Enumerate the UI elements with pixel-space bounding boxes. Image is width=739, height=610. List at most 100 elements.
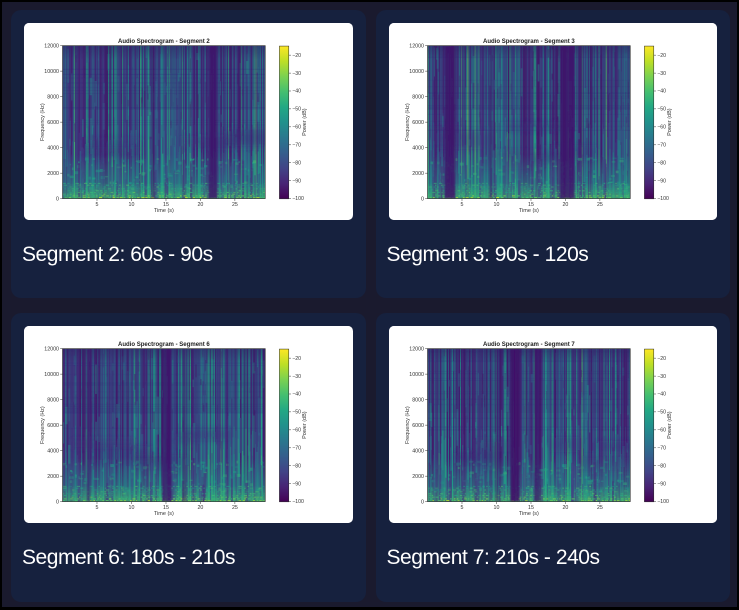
svg-text:5: 5 [460,505,463,511]
svg-text:−100: −100 [657,499,669,505]
svg-text:10000: 10000 [44,68,59,74]
svg-text:−70: −70 [292,445,301,451]
svg-text:−40: −40 [292,88,301,94]
svg-text:15: 15 [528,505,534,511]
svg-text:10000: 10000 [44,372,59,378]
svg-text:−100: −100 [292,196,304,202]
svg-text:25: 25 [596,505,602,511]
svg-text:4000: 4000 [47,145,59,151]
svg-text:−40: −40 [657,88,666,94]
svg-text:Power (dB): Power (dB) [302,108,308,136]
svg-text:6000: 6000 [47,423,59,429]
svg-text:12000: 12000 [409,43,424,49]
svg-text:20: 20 [562,505,568,511]
svg-text:8000: 8000 [47,397,59,403]
svg-text:Frequency (Hz): Frequency (Hz) [40,103,46,141]
svg-text:−70: −70 [292,142,301,148]
svg-text:Audio Spectrogram - Segment 2: Audio Spectrogram - Segment 2 [118,39,210,45]
svg-text:Frequency (Hz): Frequency (Hz) [404,406,410,444]
svg-text:−30: −30 [657,70,666,76]
svg-text:8000: 8000 [412,397,424,403]
svg-text:−50: −50 [292,410,301,416]
svg-text:0: 0 [421,196,424,202]
svg-text:15: 15 [163,201,169,207]
svg-text:−80: −80 [292,160,301,166]
svg-text:Frequency (Hz): Frequency (Hz) [404,103,410,141]
svg-text:4000: 4000 [412,145,424,151]
svg-text:−30: −30 [657,374,666,380]
svg-text:25: 25 [232,201,238,207]
svg-text:12000: 12000 [44,43,59,49]
svg-text:20: 20 [562,201,568,207]
svg-text:12000: 12000 [44,346,59,352]
svg-text:10000: 10000 [409,372,424,378]
svg-text:10: 10 [493,201,499,207]
svg-text:−40: −40 [292,392,301,398]
svg-text:6000: 6000 [47,119,59,125]
svg-text:Time (s): Time (s) [154,511,174,517]
svg-text:Audio Spectrogram - Segment 6: Audio Spectrogram - Segment 6 [118,342,210,348]
svg-text:10: 10 [129,505,135,511]
svg-text:25: 25 [232,505,238,511]
svg-text:−50: −50 [657,106,666,112]
svg-text:Time (s): Time (s) [518,207,538,213]
svg-text:0: 0 [56,196,59,202]
svg-text:−80: −80 [657,160,666,166]
svg-text:12000: 12000 [409,346,424,352]
svg-text:−90: −90 [292,481,301,487]
svg-text:2000: 2000 [47,170,59,176]
svg-text:−60: −60 [657,124,666,130]
svg-text:−60: −60 [292,427,301,433]
svg-text:5: 5 [96,201,99,207]
svg-text:15: 15 [163,505,169,511]
svg-text:Power (dB): Power (dB) [302,411,308,439]
svg-text:Power (dB): Power (dB) [667,108,673,136]
svg-text:4000: 4000 [47,448,59,454]
svg-text:−60: −60 [292,124,301,130]
svg-text:8000: 8000 [412,94,424,100]
svg-text:−50: −50 [657,410,666,416]
svg-text:20: 20 [197,201,203,207]
svg-text:15: 15 [528,201,534,207]
svg-text:−90: −90 [292,178,301,184]
svg-text:2000: 2000 [412,170,424,176]
svg-text:−40: −40 [657,392,666,398]
svg-text:Audio Spectrogram - Segment 7: Audio Spectrogram - Segment 7 [482,342,574,348]
svg-text:−20: −20 [292,356,301,362]
svg-text:−20: −20 [292,52,301,58]
svg-text:Time (s): Time (s) [518,511,538,517]
svg-text:−90: −90 [657,178,666,184]
svg-text:5: 5 [96,505,99,511]
svg-text:10: 10 [129,201,135,207]
svg-text:−80: −80 [657,463,666,469]
svg-text:−70: −70 [657,445,666,451]
svg-text:−90: −90 [657,481,666,487]
svg-text:0: 0 [56,499,59,505]
svg-text:−70: −70 [657,142,666,148]
svg-text:10000: 10000 [409,68,424,74]
svg-text:5: 5 [460,201,463,207]
svg-text:Power (dB): Power (dB) [667,411,673,439]
svg-text:−20: −20 [657,52,666,58]
svg-text:Time (s): Time (s) [154,207,174,213]
svg-text:−100: −100 [292,499,304,505]
svg-text:20: 20 [197,505,203,511]
svg-text:25: 25 [596,201,602,207]
svg-text:0: 0 [421,499,424,505]
svg-text:−50: −50 [292,106,301,112]
svg-text:−60: −60 [657,427,666,433]
svg-text:Audio Spectrogram - Segment 3: Audio Spectrogram - Segment 3 [482,39,574,45]
svg-text:8000: 8000 [47,94,59,100]
svg-text:Frequency (Hz): Frequency (Hz) [40,406,46,444]
svg-text:−80: −80 [292,463,301,469]
svg-text:10: 10 [493,505,499,511]
svg-text:−20: −20 [657,356,666,362]
svg-text:−30: −30 [292,70,301,76]
svg-text:2000: 2000 [412,474,424,480]
svg-text:2000: 2000 [47,474,59,480]
svg-text:6000: 6000 [412,119,424,125]
svg-text:−100: −100 [657,196,669,202]
svg-text:6000: 6000 [412,423,424,429]
svg-text:4000: 4000 [412,448,424,454]
svg-text:−30: −30 [292,374,301,380]
